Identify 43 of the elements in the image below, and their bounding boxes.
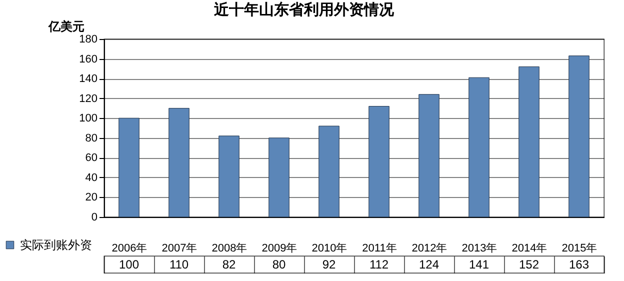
y-tick-label: 0 (91, 212, 98, 224)
bar (118, 118, 140, 218)
bar (168, 108, 190, 218)
y-tick-label: 160 (79, 53, 98, 66)
x-tick-label: 2013年 (462, 242, 498, 254)
bar (318, 126, 340, 218)
bar (518, 66, 540, 218)
bar (468, 77, 490, 218)
bar (568, 56, 590, 218)
x-tick-label: 2006年 (112, 242, 148, 254)
bar (418, 94, 440, 218)
x-tick-label: 2012年 (412, 242, 448, 254)
x-tick-label: 2011年 (362, 242, 397, 254)
y-tick-label: 180 (79, 34, 98, 46)
data-label: 110 (169, 258, 189, 272)
x-tick-label: 2007年 (162, 242, 198, 254)
data-label: 82 (222, 258, 236, 272)
bar (268, 138, 290, 218)
data-label: 80 (272, 258, 286, 272)
bar (368, 106, 390, 218)
data-label: 100 (118, 258, 140, 272)
x-tick-label: 2008年 (212, 242, 248, 254)
data-label: 124 (418, 258, 440, 272)
data-label: 141 (468, 258, 490, 272)
bar (218, 136, 240, 218)
data-label: 112 (369, 258, 389, 272)
y-tick-label: 80 (85, 132, 98, 144)
y-tick-label: 20 (85, 192, 98, 204)
y-tick-label: 100 (79, 112, 98, 125)
legend-label: 实际到账外资 (20, 238, 92, 252)
data-label: 92 (322, 258, 336, 272)
y-tick-label: 120 (79, 92, 98, 105)
chart-title: 近十年山东省利用外资情况 (213, 0, 396, 19)
y-tick-label: 140 (79, 73, 98, 86)
x-tick-label: 2010年 (312, 242, 348, 254)
x-tick-label: 2015年 (562, 242, 598, 254)
data-label: 163 (568, 258, 590, 272)
x-tick-label: 2014年 (512, 242, 548, 254)
y-tick-label: 60 (85, 152, 98, 164)
y-axis-title: 亿美元 (48, 20, 84, 34)
data-label: 152 (518, 258, 540, 272)
x-tick-label: 2009年 (262, 242, 298, 254)
y-tick-label: 40 (85, 172, 98, 184)
